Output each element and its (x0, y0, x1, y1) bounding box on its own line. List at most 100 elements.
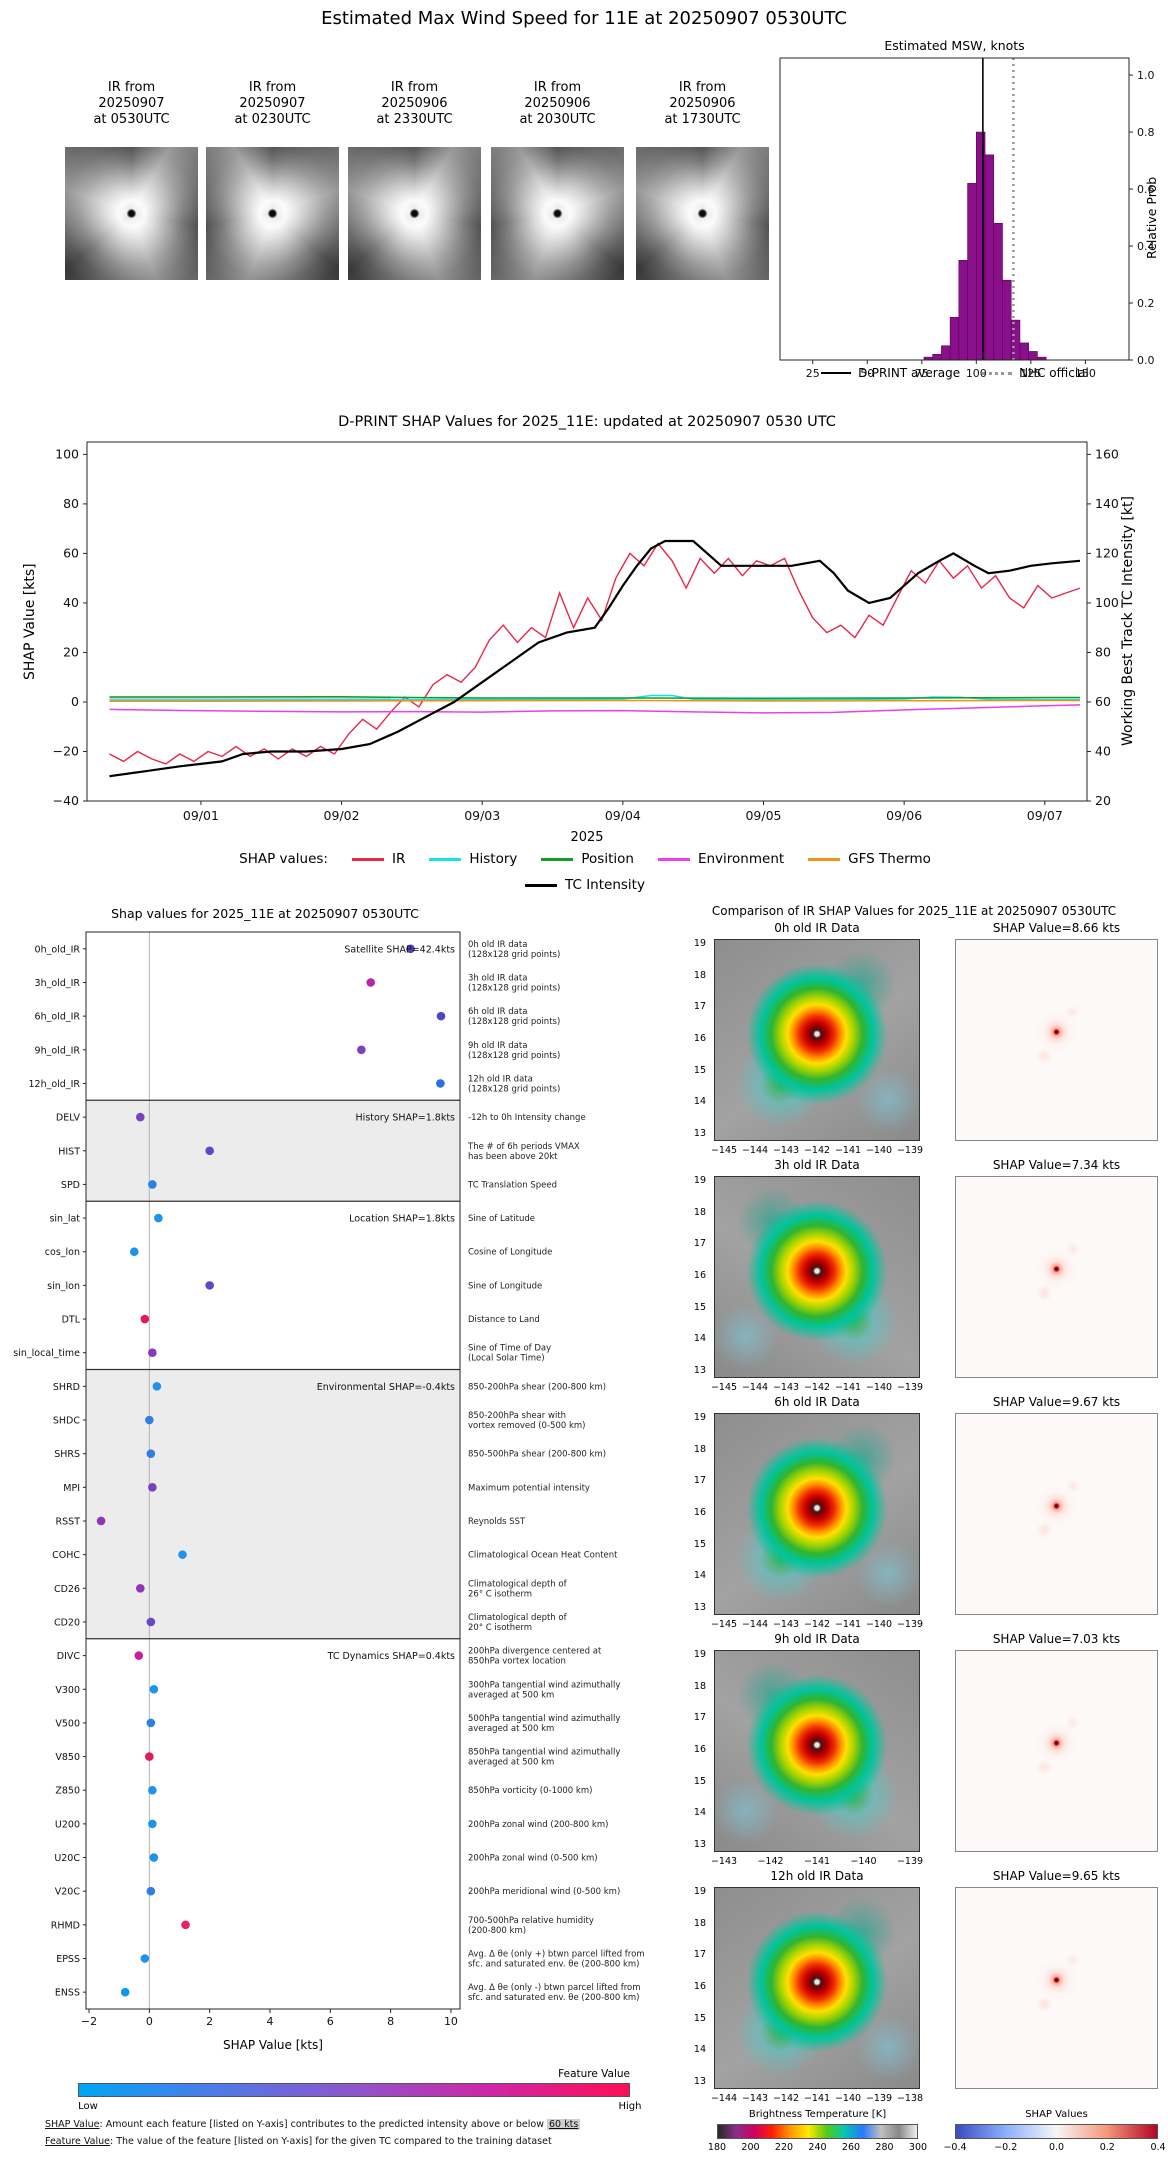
feature-label: cos_lon (45, 1247, 80, 1258)
shap-value-map-image (955, 1413, 1158, 1615)
feature-label: ENSS (55, 1988, 80, 1999)
lon-tick-label: −143 (772, 1145, 800, 1156)
feature-label: DIVC (57, 1651, 81, 1662)
group-label: History SHAP=1.8kts (356, 1113, 456, 1124)
shap-dot (436, 1011, 446, 1021)
lat-tick-label: 18 (693, 969, 706, 981)
lat-tick-label: 16 (693, 1981, 706, 1992)
shap-dot (357, 1045, 366, 1055)
timeseries-left-tick-label: 0 (71, 694, 79, 709)
feature-description: Distance to Land (468, 1315, 540, 1325)
feature-label: U200 (55, 1819, 80, 1830)
shap-dot (96, 1516, 106, 1526)
feature-description: 200hPa zonal wind (0-500 km) (468, 1854, 598, 1864)
feature-value-colorbar-title: Feature Value (558, 2068, 630, 2080)
feature-label: V300 (55, 1685, 80, 1696)
nhc-official-label: NHC official (1019, 366, 1089, 380)
legend-swatch (429, 857, 462, 861)
legend-label: History (469, 851, 518, 867)
feature-description: 500hPa tangential wind azimuthally (468, 1714, 620, 1724)
shap-dot (148, 1785, 157, 1795)
shap-dot (140, 1314, 150, 1324)
feature-description: Maximum potential intensity (468, 1483, 590, 1493)
histogram-bar (923, 356, 933, 361)
feature-description: 200hPa divergence centered at (468, 1647, 602, 1657)
series-environment (109, 704, 1081, 714)
feature-description: has been above 20kt (468, 1152, 558, 1162)
shap-dot (178, 1550, 187, 1559)
shap-dot (129, 1247, 139, 1257)
timeseries-right-tick-label: 40 (1095, 743, 1111, 758)
lat-tick-label: 15 (693, 1064, 706, 1076)
lat-tick-label: 13 (693, 1128, 706, 1139)
shap-value-title: SHAP Value=9.67 kts (992, 1395, 1121, 1409)
timeseries-legend: SHAP values: IR History Position Environment… (70, 846, 1100, 898)
lat-tick-label: 18 (693, 1206, 706, 1218)
series-gfs-thermo (109, 699, 1080, 702)
timeseries-x-tick-label: 09/03 (464, 808, 500, 823)
timeseries-left-tick-label: −40 (53, 793, 79, 808)
feature-label: U20C (54, 1853, 80, 1864)
comparison-title: Comparison of IR SHAP Values for 2025_11… (711, 904, 1117, 918)
feature-description: (128x128 grid points) (468, 1084, 560, 1094)
feature-description: -12h to 0h Intensity change (468, 1113, 586, 1123)
footnote-emphasis: 60 kts (547, 2119, 581, 2130)
group-label: Satellite SHAP=42.4kts (344, 944, 455, 955)
ir-thumbnail-label: IR from 20250906 at 2030UTC (491, 80, 624, 128)
shap-value-title: SHAP Value=7.03 kts (992, 1632, 1121, 1646)
timeseries-x-tick-label: 09/05 (745, 808, 781, 823)
dotplot-x-tick-label: 6 (327, 2015, 334, 2028)
lon-tick-label: −143 (710, 1856, 738, 1867)
feature-label: CD26 (54, 1584, 80, 1595)
legend-swatch (541, 857, 574, 861)
timeseries-x-tick-label: 09/06 (886, 808, 922, 823)
dotplot-x-tick-label: 4 (266, 2015, 273, 2028)
feature-description: 3h old IR data (468, 973, 527, 983)
feature-description: 850-500hPa shear (200-800 km) (468, 1450, 606, 1460)
ir-brightness-temp-image (714, 1650, 920, 1852)
footnote-feature-value: Feature Value: The value of the feature … (45, 2136, 552, 2147)
legend-label: Position (581, 851, 634, 867)
feature-label: 9h_old_IR (35, 1045, 81, 1056)
feature-description: Sine of Longitude (468, 1281, 542, 1291)
histogram-bar (984, 154, 995, 361)
ir-thumbnail-label-line: 20250906 (669, 96, 736, 111)
lon-tick-label: −139 (896, 1856, 924, 1867)
lat-tick-label: 19 (693, 1412, 706, 1423)
dotplot-x-tick-label: −2 (81, 2015, 97, 2028)
ir-thumbnail-label-line: IR from (678, 80, 727, 95)
ir-thumbnail-label-line: at 0230UTC (234, 112, 311, 127)
shap-dot (149, 1684, 159, 1694)
lat-tick-label: 18 (693, 1680, 706, 1692)
feature-description: 26° C isotherm (468, 1589, 532, 1599)
timeseries-left-tick-label: 80 (63, 496, 79, 511)
histogram-bar (941, 345, 951, 361)
lat-tick-label: 19 (693, 1886, 706, 1897)
feature-description: Cosine of Longitude (468, 1248, 552, 1258)
lon-tick-label: −143 (772, 1382, 800, 1393)
lat-tick-label: 13 (693, 1365, 706, 1376)
shap-value-title: SHAP Value=7.34 kts (992, 1158, 1121, 1172)
feature-label: SPD (61, 1180, 80, 1191)
lon-tick-label: −141 (803, 1856, 831, 1867)
lat-tick-label: 14 (693, 1096, 706, 1108)
ir-thumbnail-label-line: IR from (248, 80, 297, 95)
timeseries-left-tick-label: −20 (53, 743, 79, 758)
histogram-bar (1002, 279, 1012, 361)
colorbar-tick-label: 0.4 (1150, 2142, 1166, 2153)
shap-dot (120, 1987, 130, 1997)
ir-thumbnail-label-line: at 2030UTC (519, 112, 596, 127)
timeseries-left-tick-label: 20 (63, 644, 79, 659)
feature-label: MPI (63, 1483, 80, 1494)
lat-tick-label: 16 (693, 1270, 706, 1281)
feature-description: 200hPa zonal wind (200-800 km) (468, 1820, 608, 1830)
feature-label: V850 (55, 1752, 80, 1763)
lat-tick-label: 18 (693, 1443, 706, 1455)
feature-label: Z850 (55, 1786, 80, 1797)
timeseries-frame (86, 441, 1088, 802)
histogram-bar (949, 316, 960, 361)
shap-dot (148, 1348, 157, 1358)
shap-dot (152, 1382, 162, 1391)
feature-label: sin_local_time (13, 1348, 80, 1359)
